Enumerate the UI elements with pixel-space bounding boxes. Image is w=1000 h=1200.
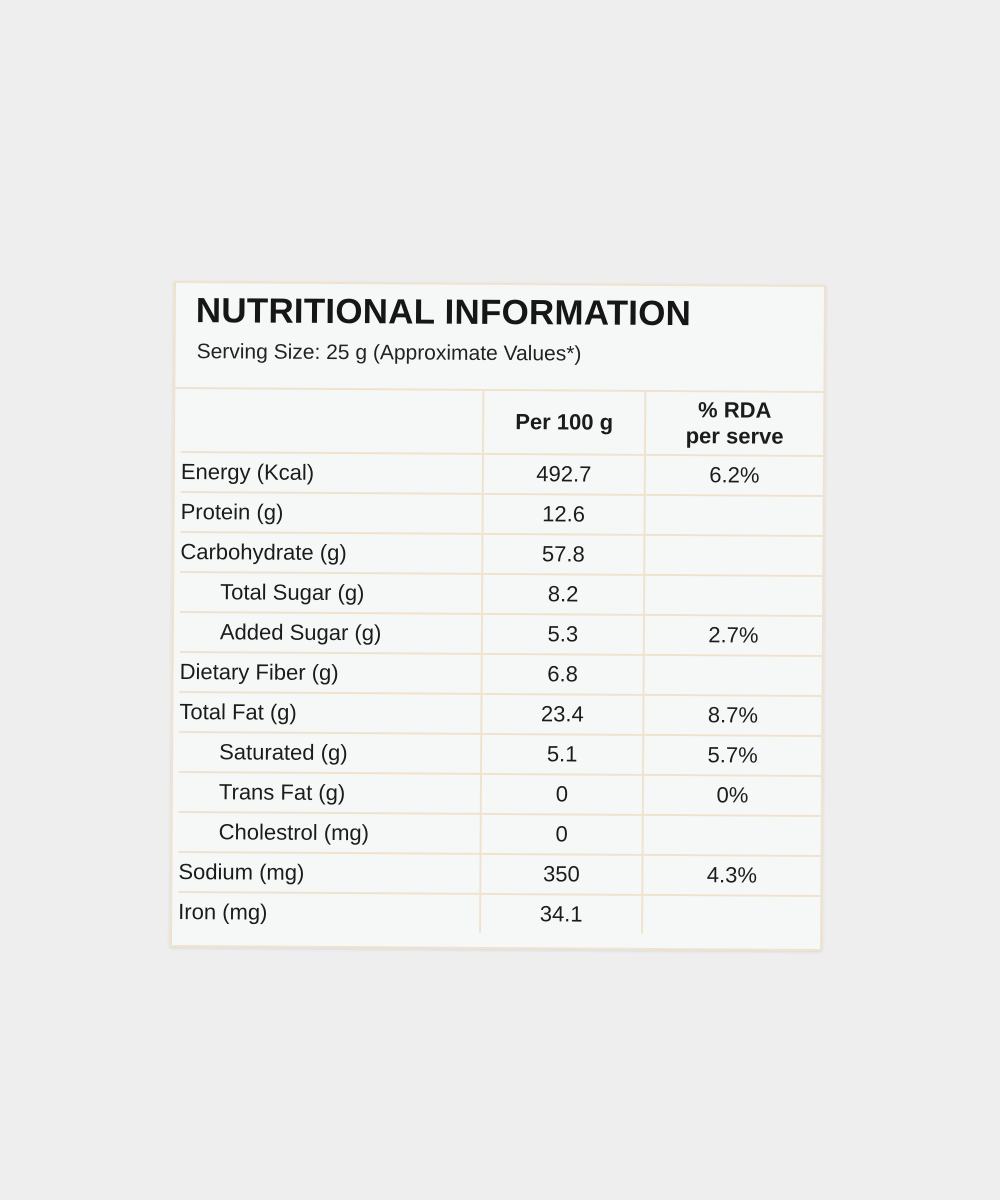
table-row: Added Sugar (g) 5.3 2.7% bbox=[179, 612, 823, 656]
nutrient-name: Energy (Kcal) bbox=[180, 452, 483, 494]
table-row: Saturated (g) 5.1 5.7% bbox=[179, 732, 822, 776]
nutrient-name: Saturated (g) bbox=[179, 732, 482, 774]
per-100g-value: 5.1 bbox=[481, 733, 644, 775]
rda-value bbox=[643, 654, 822, 696]
per-100g-value: 0 bbox=[480, 773, 644, 815]
per-100g-value: 57.8 bbox=[482, 533, 645, 575]
rda-value bbox=[642, 814, 821, 856]
rda-value bbox=[642, 894, 821, 935]
rda-value bbox=[644, 534, 823, 576]
nutrient-name: Total Sugar (g) bbox=[180, 572, 483, 614]
per-100g-value: 492.7 bbox=[482, 453, 645, 495]
table-row: Cholestrol (mg) 0 bbox=[178, 812, 821, 856]
rda-column-header: % RDA per serve bbox=[644, 391, 824, 456]
serving-size: Serving Size: 25 g (Approximate Values*) bbox=[196, 340, 582, 366]
table-row: Energy (Kcal) 492.7 6.2% bbox=[180, 452, 823, 496]
nutrient-name: Carbohydrate (g) bbox=[180, 532, 483, 574]
rda-value: 2.7% bbox=[643, 614, 823, 656]
per-100g-value: 6.8 bbox=[481, 653, 644, 695]
nutrient-name: Iron (mg) bbox=[178, 892, 481, 933]
rda-value: 5.7% bbox=[643, 734, 822, 776]
rda-value: 0% bbox=[642, 774, 822, 816]
per-100g-column-header: Per 100 g bbox=[482, 390, 646, 455]
nutrient-name: Cholestrol (mg) bbox=[178, 812, 481, 854]
per-100g-value: 23.4 bbox=[481, 693, 644, 735]
nutrient-column-header bbox=[180, 389, 484, 454]
per-100g-value: 350 bbox=[480, 853, 643, 895]
nutrient-name: Sodium (mg) bbox=[178, 852, 481, 894]
table-row: Iron (mg) 34.1 bbox=[178, 892, 821, 935]
rda-value bbox=[644, 574, 823, 616]
table-row: Total Sugar (g) 8.2 bbox=[180, 572, 823, 616]
table-row: Trans Fat (g) 0 0% bbox=[178, 772, 822, 816]
table-row: Dietary Fiber (g) 6.8 bbox=[179, 652, 822, 696]
per-100g-value: 0 bbox=[480, 813, 643, 855]
rda-header-line-2: per serve bbox=[685, 423, 784, 449]
rda-value bbox=[644, 494, 823, 536]
table-row: Sodium (mg) 350 4.3% bbox=[178, 852, 821, 896]
per-100g-value: 34.1 bbox=[480, 893, 643, 934]
nutrient-name: Total Fat (g) bbox=[179, 692, 482, 734]
table-header-row: Per 100 g % RDA per serve bbox=[180, 389, 824, 456]
rda-value: 8.7% bbox=[643, 694, 822, 736]
nutrient-name: Added Sugar (g) bbox=[179, 612, 483, 654]
label-title: NUTRITIONAL INFORMATION bbox=[195, 291, 692, 334]
rda-value: 4.3% bbox=[642, 854, 821, 896]
nutrient-name: Trans Fat (g) bbox=[178, 772, 482, 814]
nutrient-name: Protein (g) bbox=[180, 492, 483, 534]
per-100g-value: 8.2 bbox=[482, 573, 645, 615]
nutrition-label: NUTRITIONAL INFORMATION Serving Size: 25… bbox=[169, 281, 827, 951]
rda-value: 6.2% bbox=[644, 454, 823, 496]
table-row: Protein (g) 12.6 bbox=[180, 492, 823, 536]
table-row: Carbohydrate (g) 57.8 bbox=[180, 532, 823, 576]
nutrition-table: Per 100 g % RDA per serve Energy (Kcal) … bbox=[178, 389, 824, 935]
table-row: Total Fat (g) 23.4 8.7% bbox=[179, 692, 822, 736]
rda-header-line-1: % RDA bbox=[698, 397, 772, 423]
per-100g-value: 12.6 bbox=[482, 493, 645, 535]
per-100g-value: 5.3 bbox=[481, 613, 645, 655]
nutrient-name: Dietary Fiber (g) bbox=[179, 652, 482, 694]
